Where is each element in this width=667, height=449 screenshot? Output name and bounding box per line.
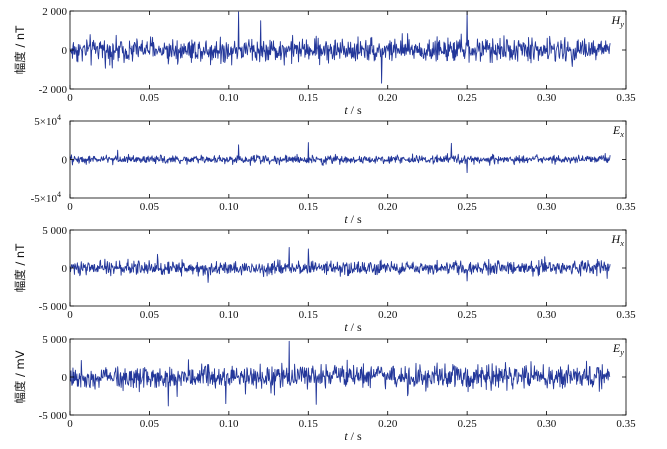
channel-label: Ey — [612, 341, 624, 357]
x-tick-label: 0.25 — [458, 309, 478, 321]
x-tick-label: 0 — [67, 201, 73, 213]
y-tick-label: -5 000 — [39, 301, 68, 313]
y-tick-label: 2 000 — [42, 6, 67, 18]
x-tick-label: 0.20 — [378, 309, 398, 321]
panel-1: 0 0.05 0.10 0.15 0.20 0.25 0.30 0.35 5×104 0 -5×10… — [31, 113, 637, 226]
signal-trace-0 — [69, 11, 611, 84]
channel-label: Ex — [612, 123, 624, 139]
x-tick-label: 0.35 — [616, 418, 636, 430]
x-tick-label: 0.10 — [219, 418, 239, 430]
x-tick-label: 0.35 — [616, 201, 636, 213]
signal-trace-3 — [69, 340, 611, 407]
y-tick-label: 0 — [62, 372, 68, 384]
x-tick-label: 0.20 — [378, 92, 398, 104]
y-tick-label: 5 000 — [42, 225, 67, 237]
signal-trace-2 — [69, 247, 611, 283]
x-tick-label: 0.15 — [299, 92, 319, 104]
y-tick-label: -5×104 — [31, 190, 61, 205]
x-tick-label: 0.05 — [140, 201, 160, 213]
x-tick-label: 0.25 — [458, 201, 478, 213]
x-tick-label: 0.25 — [458, 92, 478, 104]
x-tick-label: 0.10 — [219, 309, 239, 321]
x-tick-label: 0.30 — [537, 92, 557, 104]
x-axis-label: t / s — [344, 429, 362, 443]
x-axis-label: t / s — [344, 103, 362, 117]
y-axis-label: 幅度 / nT — [13, 25, 27, 74]
x-tick-label: 0.30 — [537, 309, 557, 321]
x-axis-label: t / s — [344, 320, 362, 334]
channel-label: Hy — [611, 13, 625, 29]
x-tick-label: 0.35 — [616, 309, 636, 321]
y-tick-label: 5×104 — [34, 113, 61, 128]
x-tick-label: 0.15 — [299, 201, 319, 213]
x-tick-label: 0.10 — [219, 201, 239, 213]
y-tick-label: 0 — [62, 263, 68, 275]
y-axis-label: 幅度 / mV — [13, 350, 27, 403]
x-tick-label: 0.05 — [140, 418, 160, 430]
x-tick-label: 0 — [67, 309, 73, 321]
x-tick-label: 0.10 — [219, 92, 239, 104]
signal-trace-1 — [69, 142, 611, 174]
x-tick-label: 0.30 — [537, 201, 557, 213]
y-tick-label: 5 000 — [42, 334, 67, 346]
x-tick-label: 0.20 — [378, 418, 398, 430]
y-tick-label: -2 000 — [39, 84, 68, 96]
x-tick-label: 0.05 — [140, 92, 160, 104]
y-tick-label: 0 — [62, 45, 68, 57]
x-tick-label: 0 — [67, 92, 73, 104]
y-tick-label: 0 — [62, 155, 68, 167]
x-tick-label: 0.35 — [616, 92, 636, 104]
x-tick-label: 0.15 — [299, 418, 319, 430]
channel-label: Hx — [611, 232, 625, 248]
x-tick-label: 0.30 — [537, 418, 557, 430]
x-tick-label: 0.05 — [140, 309, 160, 321]
y-tick-label: -5 000 — [39, 410, 68, 422]
y-axis-label: 幅度 / nT — [13, 243, 27, 292]
x-tick-label: 0.25 — [458, 418, 478, 430]
x-axis-label: t / s — [344, 212, 362, 226]
x-tick-label: 0 — [67, 418, 73, 430]
x-tick-label: 0.15 — [299, 309, 319, 321]
x-tick-label: 0.20 — [378, 201, 398, 213]
